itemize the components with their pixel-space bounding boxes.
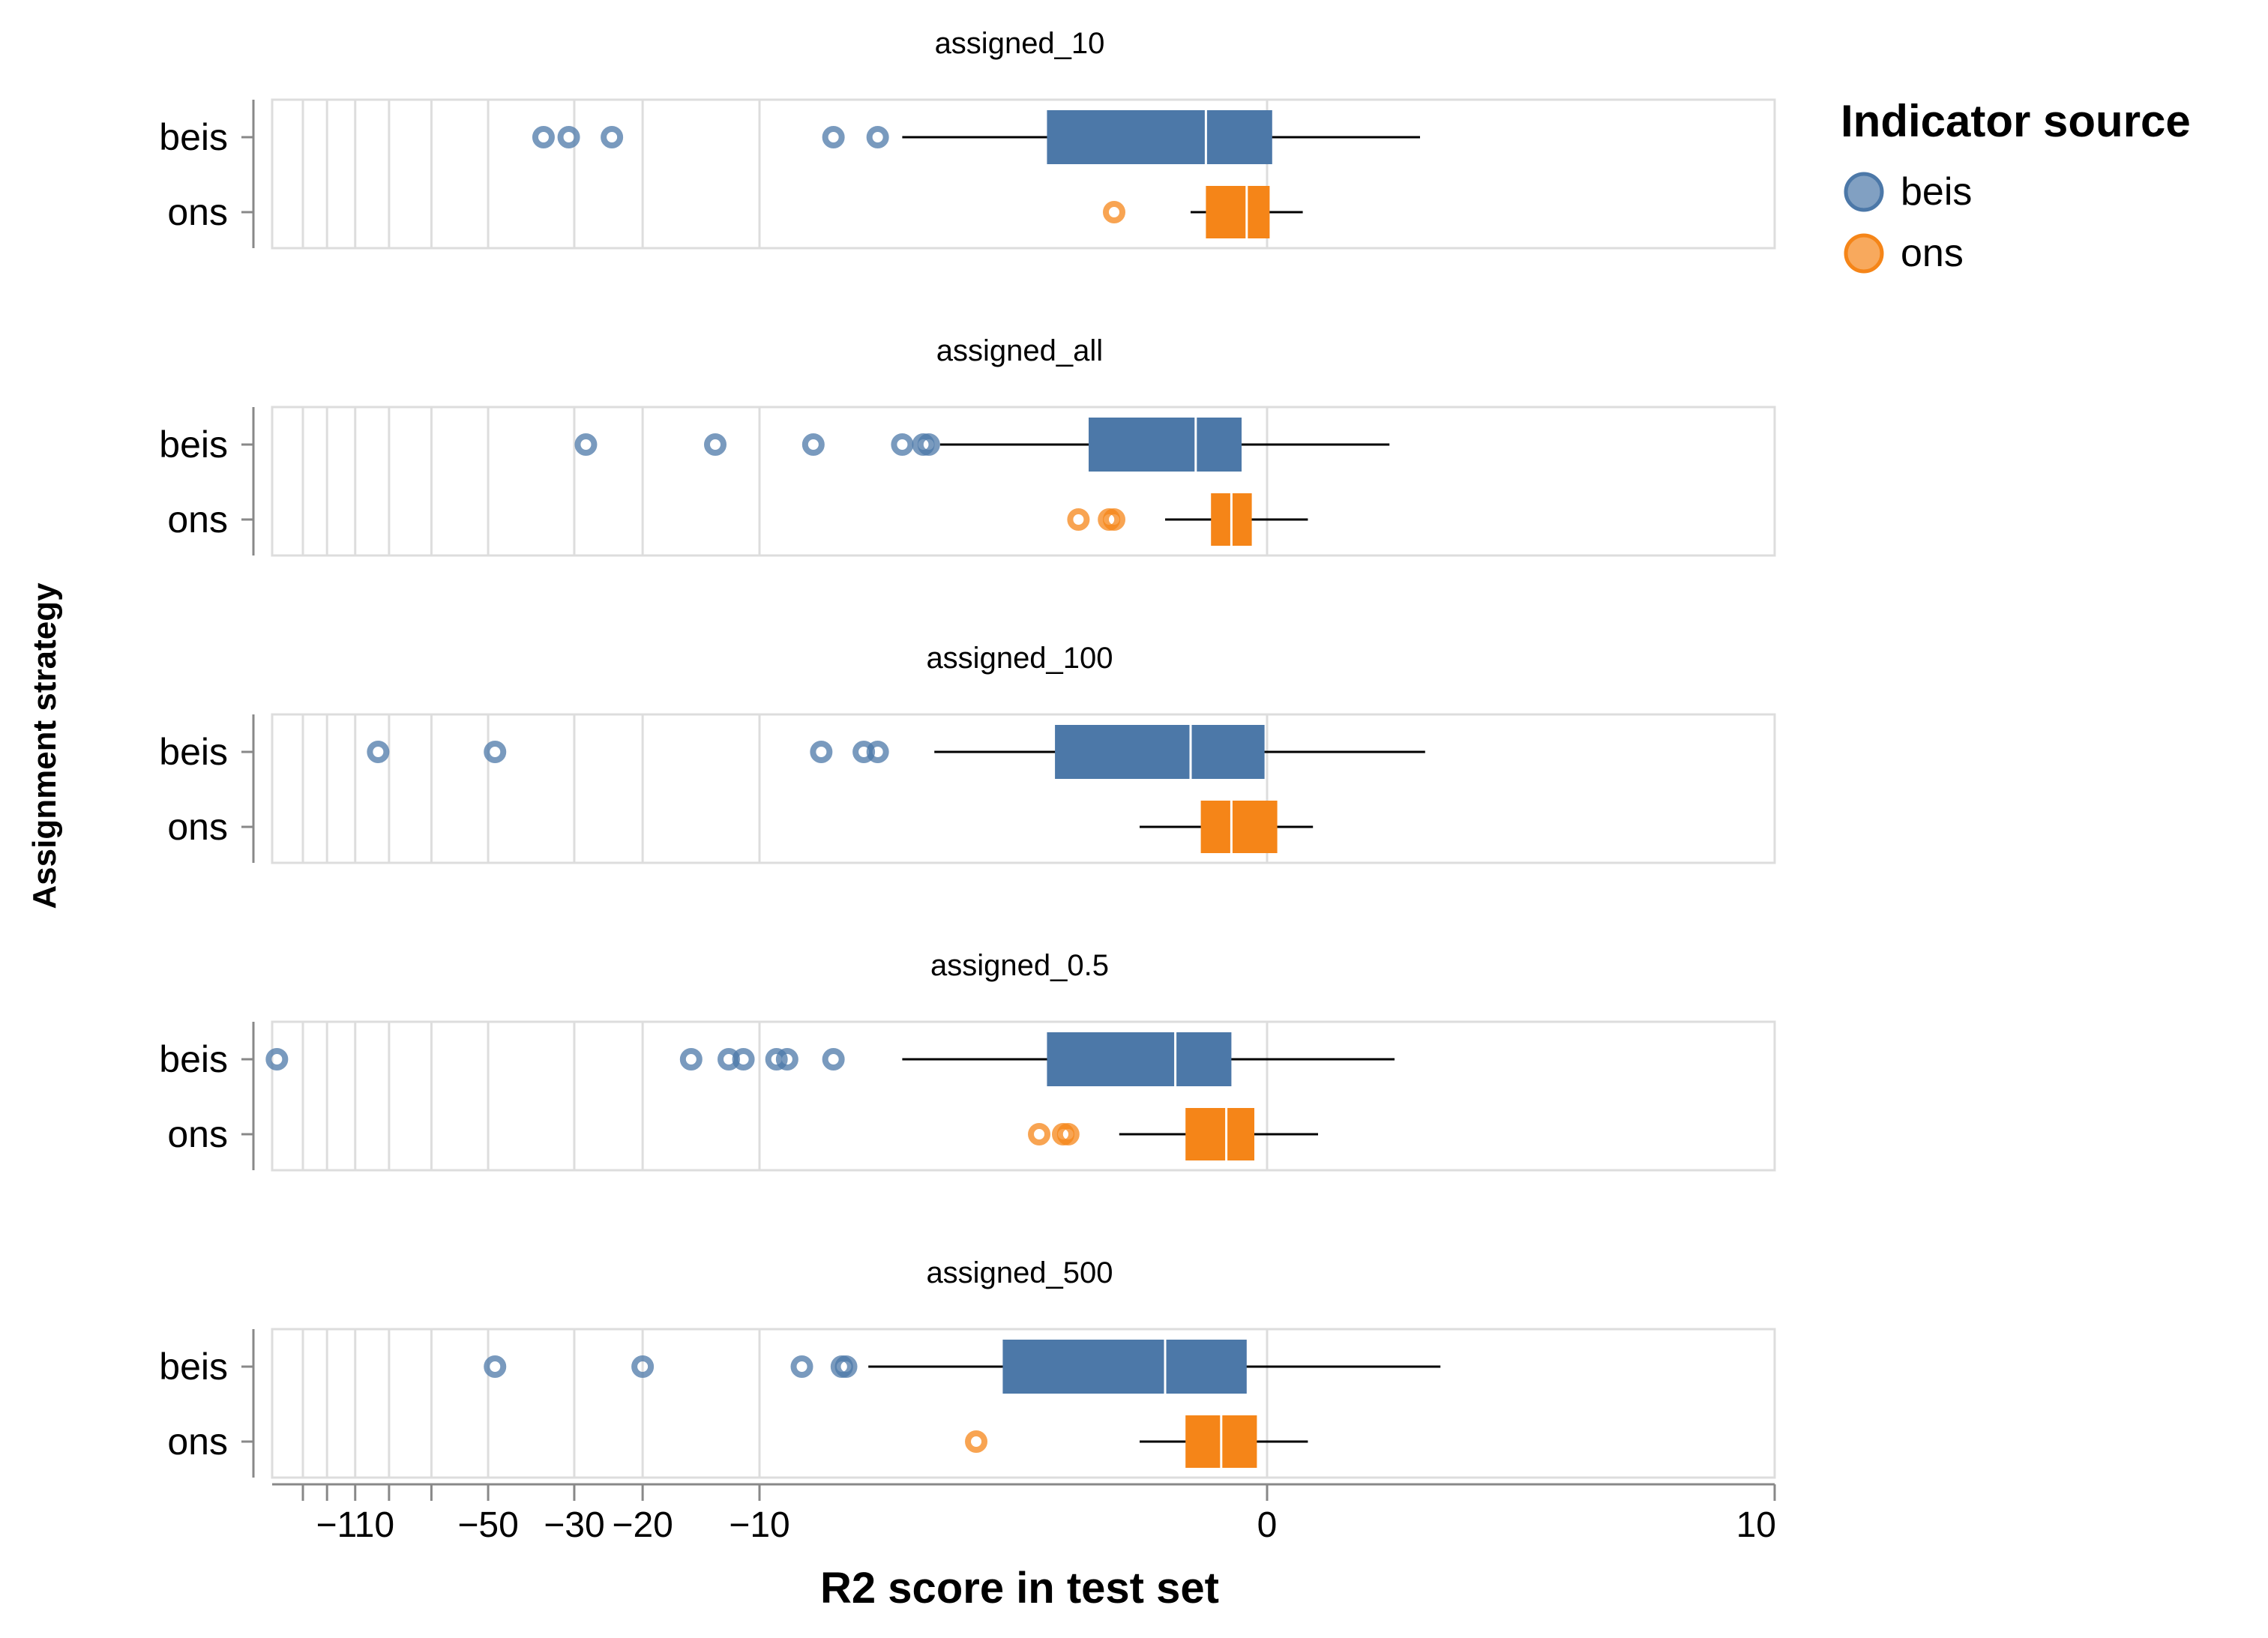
outlier-point: [965, 1430, 988, 1453]
x-tick-label: −50: [457, 1505, 518, 1545]
facet-title: assigned_all: [936, 334, 1103, 367]
outlier-point: [801, 433, 825, 456]
y-tick-label: ons: [167, 191, 228, 233]
legend: Indicator source beis ons: [1841, 96, 2191, 275]
box: [1185, 1108, 1254, 1160]
outlier-point: [1103, 508, 1125, 531]
box: [1055, 725, 1265, 779]
x-tick-label: 0: [1257, 1505, 1278, 1545]
y-tick-label: beis: [159, 731, 228, 773]
legend-symbol: [1844, 172, 1884, 212]
outlier-point: [574, 433, 598, 456]
outlier-point: [557, 126, 580, 148]
outlier-point: [532, 126, 555, 148]
facet-panels: assigned_10beisonsassigned_allbeisonsass…: [159, 27, 1776, 1479]
facet-title: assigned_10: [935, 27, 1105, 60]
y-tick-label: ons: [167, 806, 228, 848]
outlier-point: [790, 1355, 813, 1378]
facet-title: assigned_0.5: [930, 949, 1109, 982]
box: [1089, 418, 1242, 472]
facet-title: assigned_100: [926, 642, 1113, 675]
outlier-point: [866, 126, 889, 148]
facet-title: assigned_500: [926, 1256, 1113, 1289]
panel-frame: [271, 406, 1776, 557]
outlier-point: [1103, 201, 1125, 223]
x-tick-label: 10: [1736, 1505, 1776, 1545]
outlier-point: [601, 126, 624, 148]
outlier-point: [822, 1048, 845, 1071]
y-tick-label: ons: [167, 499, 228, 541]
outlier-point: [679, 1048, 703, 1071]
y-tick-label: ons: [167, 1421, 228, 1463]
panel-frame: [271, 713, 1776, 864]
box: [1047, 1032, 1232, 1086]
outlier-point: [1056, 1123, 1080, 1145]
x-axis-title: R2 score in test set: [820, 1564, 1219, 1613]
x-tick-label: −10: [729, 1505, 789, 1545]
panel-frame: [271, 1020, 1776, 1172]
outlier-point: [1067, 508, 1090, 531]
outlier-point: [1028, 1123, 1051, 1145]
x-tick-label: −110: [316, 1505, 394, 1545]
box: [1200, 801, 1278, 853]
y-tick-label: beis: [159, 1346, 228, 1388]
y-axis-title: Assignment strategy: [26, 582, 63, 909]
outlier-point: [265, 1048, 289, 1071]
legend-label: ons: [1901, 232, 1964, 275]
box: [1206, 186, 1270, 238]
outlier-point: [891, 433, 914, 456]
x-tick-label: −30: [544, 1505, 604, 1545]
outlier-point: [732, 1048, 755, 1071]
outlier-point: [775, 1048, 798, 1071]
outlier-point: [765, 1048, 788, 1071]
x-tick-label: −20: [612, 1505, 673, 1545]
legend-title: Indicator source: [1841, 96, 2191, 146]
box: [1002, 1340, 1247, 1394]
outlier-point: [822, 126, 845, 148]
outlier-point: [917, 433, 940, 456]
outlier-point: [484, 741, 507, 763]
outlier-point: [866, 741, 889, 763]
x-axis: −110 −50 −30 −20 −10 0 10: [272, 1483, 1776, 1545]
y-tick-label: beis: [159, 116, 228, 158]
legend-symbol: [1844, 233, 1884, 274]
outlier-point: [703, 433, 727, 456]
y-tick-label: beis: [159, 424, 228, 466]
outlier-point: [810, 741, 833, 763]
box: [1047, 110, 1272, 164]
outlier-point: [631, 1355, 655, 1378]
y-tick-label: ons: [167, 1113, 228, 1155]
legend-label: beis: [1901, 170, 1972, 214]
outlier-point: [484, 1355, 507, 1378]
outlier-point: [834, 1355, 858, 1378]
panel-frame: [271, 98, 1776, 250]
outlier-point: [367, 741, 390, 763]
y-tick-label: beis: [159, 1038, 228, 1080]
